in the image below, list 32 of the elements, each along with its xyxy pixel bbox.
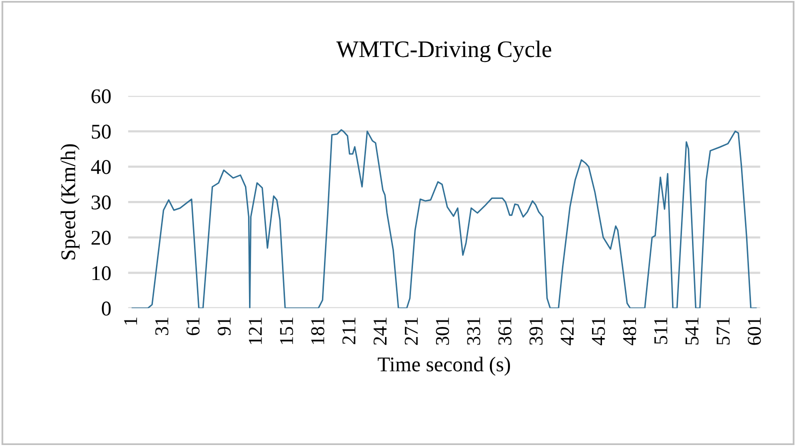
- x-tick-label: 91: [218, 318, 231, 336]
- x-tick-label: 181: [311, 318, 324, 344]
- y-tick-label: 60: [92, 89, 111, 104]
- x-tick-label: 121: [248, 318, 262, 344]
- line-series: [132, 129, 757, 308]
- x-axis-title: Time second (s): [378, 356, 510, 376]
- x-tick-label: 331: [467, 318, 480, 345]
- y-tick-label: 40: [91, 160, 111, 174]
- x-tick-label: 511: [654, 318, 668, 344]
- x-tick-label: 151: [280, 318, 294, 344]
- y-axis-title: Speed (Km/h): [60, 144, 80, 260]
- x-tick-label: 61: [186, 318, 200, 336]
- x-tick-label: 571: [716, 318, 730, 345]
- x-tick-label: 241: [374, 318, 386, 345]
- x-tick-label: 361: [498, 318, 512, 345]
- chart-title: WMTC-Driving Cycle: [336, 40, 552, 62]
- y-tick-label: 10: [92, 266, 111, 280]
- x-tick-label: 481: [623, 318, 636, 346]
- x-tick-label: 391: [530, 318, 543, 345]
- y-tick-label: 30: [92, 195, 111, 210]
- y-tick-label: 20: [92, 230, 111, 245]
- x-tick-label: 601: [748, 318, 761, 345]
- x-tick-label: 541: [685, 318, 699, 345]
- x-tick-label: 301: [436, 318, 450, 345]
- x-tick-label: 1: [124, 318, 137, 325]
- x-tick-label: 271: [404, 318, 418, 345]
- x-tick-label: 31: [155, 318, 168, 336]
- y-tick-label: 0: [102, 302, 111, 316]
- x-tick-label: 421: [560, 318, 574, 346]
- x-tick-label: 211: [342, 318, 356, 344]
- y-tick-label: 50: [92, 124, 111, 139]
- x-tick-label: 451: [592, 318, 605, 346]
